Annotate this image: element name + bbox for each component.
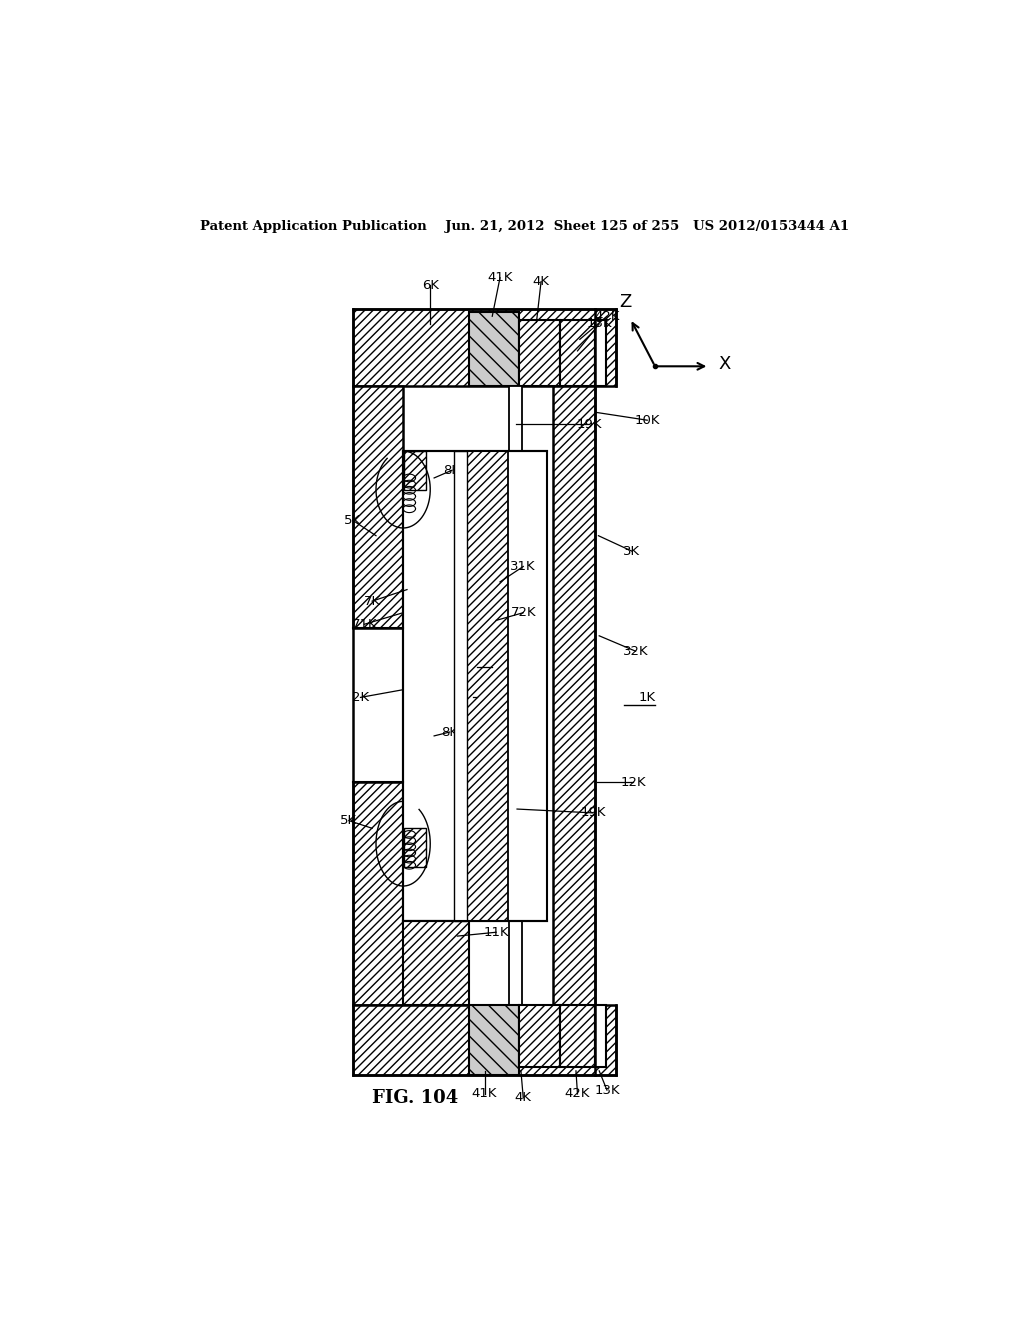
Bar [519,1006,560,1067]
Text: 42K: 42K [594,310,620,323]
Text: 4K: 4K [532,275,550,288]
Text: Patent Application Publication    Jun. 21, 2012  Sheet 125 of 255   US 2012/0153: Patent Application Publication Jun. 21, … [201,219,849,232]
Bar [403,921,469,1006]
Bar [560,321,595,385]
Bar [467,451,508,921]
Bar [469,313,519,385]
Text: 12K: 12K [621,776,646,788]
Bar [352,1006,616,1074]
Text: X: X [719,355,731,374]
Text: 9K: 9K [483,660,501,673]
Text: 4K: 4K [515,1092,531,1105]
Text: 41K: 41K [487,271,513,284]
Bar [352,385,403,628]
Text: 31K: 31K [510,560,536,573]
Text: 11K: 11K [483,925,509,939]
Text: 72K: 72K [510,606,536,619]
Text: 5K: 5K [340,814,357,828]
Text: 19K: 19K [581,807,606,820]
Bar [403,451,426,490]
Bar [553,385,595,1006]
Text: 1K: 1K [639,690,655,704]
Text: 5K: 5K [344,513,361,527]
Bar [403,451,547,921]
Bar [403,829,426,867]
Bar [595,321,606,385]
Text: T: T [473,690,481,704]
Text: 19K: 19K [577,417,602,430]
Bar [595,1006,606,1067]
Bar [519,321,560,385]
Text: 6K: 6K [422,279,438,292]
Text: 7K: 7K [364,594,381,607]
Text: 2K: 2K [352,690,369,704]
Text: 42K: 42K [565,1088,590,1101]
Bar [509,385,521,1006]
Text: 32K: 32K [623,644,648,657]
Text: Z: Z [620,293,632,312]
Bar [352,781,403,1006]
Bar [352,309,616,385]
Text: 3K: 3K [624,545,640,557]
Text: 8K: 8K [441,726,458,739]
Text: 13K: 13K [594,1084,620,1097]
Text: 13K: 13K [587,317,612,330]
Text: 8K: 8K [443,463,461,477]
Text: 71K: 71K [351,618,377,631]
Bar [469,1006,519,1074]
Text: 41K: 41K [472,1088,498,1101]
Bar [560,1006,595,1067]
Text: FIG. 104: FIG. 104 [372,1089,459,1106]
Bar [454,451,467,921]
Text: 10K: 10K [635,413,660,426]
